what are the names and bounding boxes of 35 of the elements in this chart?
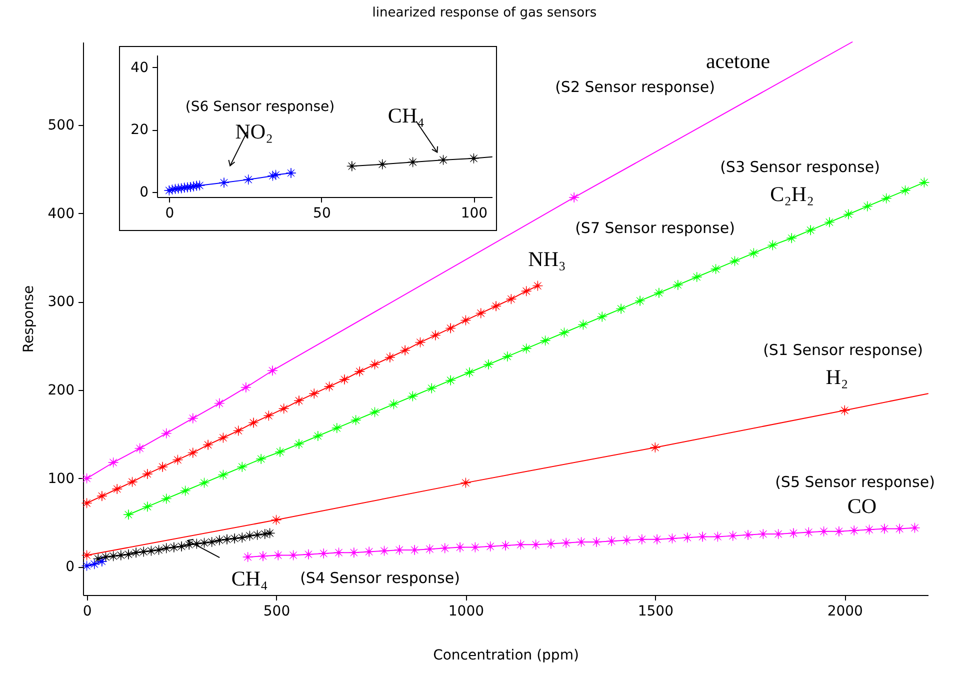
annotation: acetone xyxy=(706,49,770,73)
annotation: NH₃ xyxy=(528,247,566,271)
annotation: (S1 Sensor response) xyxy=(763,341,923,359)
y-tick-label: 40 xyxy=(130,60,148,76)
x-tick-label: 50 xyxy=(313,206,331,222)
annotation: H₂ xyxy=(826,365,848,389)
y-tick-label: 500 xyxy=(48,118,74,134)
chart-title: linearized response of gas sensors xyxy=(372,6,597,20)
y-tick-label: 0 xyxy=(140,184,148,201)
x-tick-label: 1500 xyxy=(638,604,674,620)
annotation: (S2 Sensor response) xyxy=(555,78,715,96)
y-tick-label: 200 xyxy=(48,382,74,399)
annotation: (S6 Sensor response) xyxy=(185,99,335,115)
x-tick-label: 0 xyxy=(82,604,92,620)
annotation: CH₄ xyxy=(231,566,268,591)
annotation: (S5 Sensor response) xyxy=(775,473,935,491)
y-axis-title: Response xyxy=(20,285,37,353)
y-tick-label: 100 xyxy=(48,470,74,487)
y-tick-label: 20 xyxy=(130,122,148,138)
annotation: (S3 Sensor response) xyxy=(720,158,880,176)
annotation: NO₂ xyxy=(235,120,273,144)
annotation: (S4 Sensor response) xyxy=(300,569,460,587)
annotation: (S7 Sensor response) xyxy=(575,219,735,237)
annotation: C₂H₂ xyxy=(770,182,814,206)
x-tick-label: 0 xyxy=(165,206,174,222)
x-axis-title: Concentration (ppm) xyxy=(433,648,579,664)
annotation: CO xyxy=(847,494,877,518)
y-tick-label: 400 xyxy=(48,206,74,222)
annotation: CH₄ xyxy=(388,103,424,128)
y-tick-label: 0 xyxy=(66,559,74,576)
x-tick-label: 2000 xyxy=(827,604,863,620)
y-tick-label: 300 xyxy=(48,294,74,310)
x-tick-label: 500 xyxy=(263,604,290,620)
x-tick-label: 100 xyxy=(460,206,488,222)
x-tick-label: 1000 xyxy=(448,604,484,620)
